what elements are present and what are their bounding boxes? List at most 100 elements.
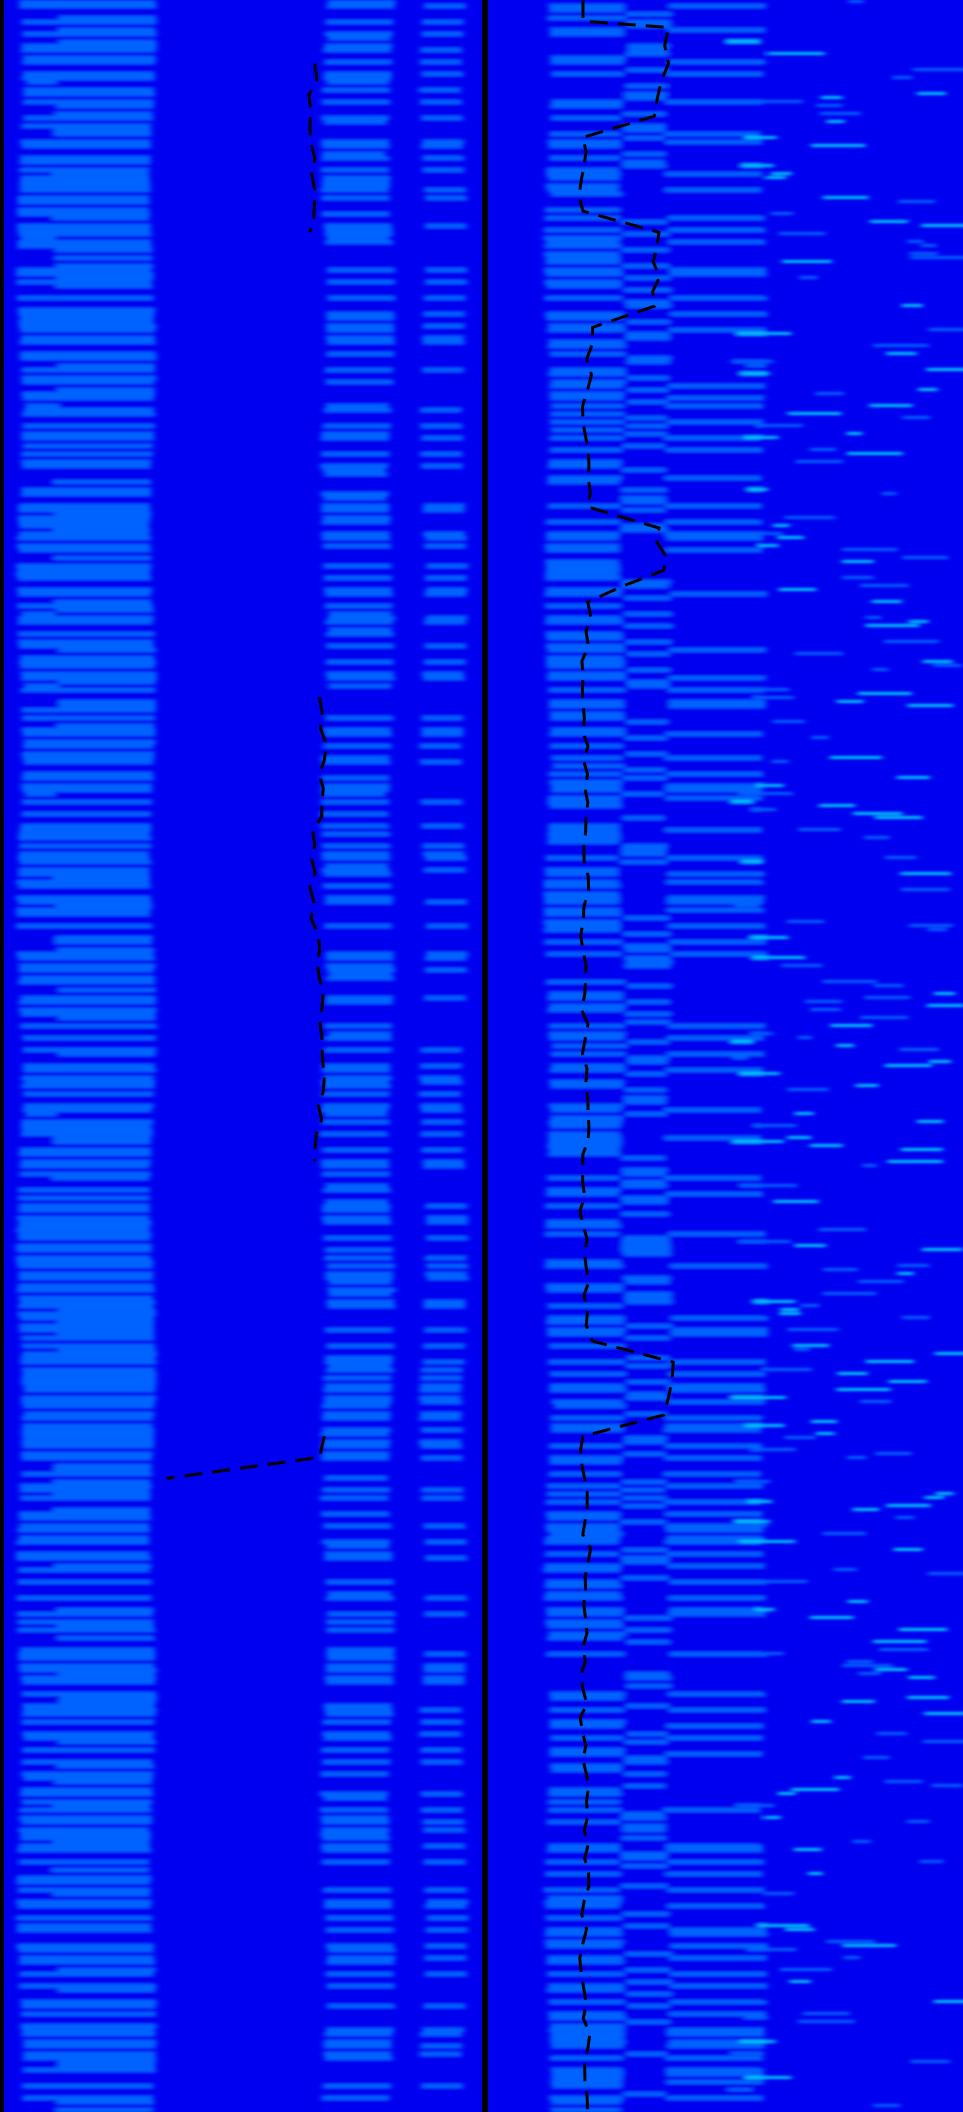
left-heat-cell-2285: [58, 352, 157, 357]
left-heat-cell-4978: [421, 768, 460, 773]
left-heat-cell-3711: [324, 572, 393, 577]
left-heat-cell-3426: [322, 528, 391, 533]
left-heat-cell-843: [319, 128, 388, 133]
left-heat-cell-2571: [56, 396, 154, 401]
left-heat-cell-386: [419, 56, 461, 61]
left-heat-cell-51: [424, 4, 466, 9]
left-heat-cell-1003: [422, 152, 461, 157]
left-heat-cell-2506: [421, 384, 463, 389]
left-heat-cell-4953: [422, 764, 461, 769]
left-heat-cell-3270: [321, 504, 390, 509]
left-heat-cell-585: [322, 88, 391, 93]
left-heat-cell-1484: [53, 228, 151, 233]
left-heat-cell-1572: [425, 240, 468, 245]
left-heat-cell-1921: [56, 296, 154, 301]
left-heat-cell-1695: [326, 260, 395, 265]
left-heat-cell-3613: [423, 556, 466, 561]
left-heat-cell-1669: [326, 256, 395, 261]
left-heat-cell-992: [54, 152, 152, 157]
left-heat-cell-2311: [59, 356, 157, 361]
left-heat-cell-1263: [424, 192, 466, 197]
left-heat-cell-1387: [321, 212, 390, 217]
left-heat-cell-334: [420, 48, 462, 53]
left-heat-cell-25: [423, 0, 466, 5]
left-heat-cell-1662: [55, 256, 153, 261]
left-heat-cell-432: [323, 64, 392, 69]
left-heat-cell-3743: [425, 576, 467, 581]
left-heat-cell-4664: [325, 720, 394, 725]
left-heat-cell-2441: [59, 376, 157, 381]
left-heat-cell-4889: [56, 756, 155, 761]
left-heat-cell-3962: [54, 612, 153, 617]
left-heat-cell-1075: [321, 164, 390, 169]
left-heat-cell-940: [53, 144, 151, 149]
left-heat-cell-3276: [423, 504, 465, 509]
left-heat-cell-3478: [322, 536, 390, 541]
left-heat-cell-2906: [56, 448, 154, 453]
left-heat-cell-1825: [327, 280, 396, 285]
left-heat-cell-4257: [425, 656, 467, 661]
left-heat-cell-875: [420, 132, 463, 137]
left-heat-cell-219: [59, 32, 157, 37]
left-heat-cell-3302: [422, 508, 465, 513]
left-heat-cell-4101: [423, 632, 466, 637]
left-heat-cell-2129: [58, 328, 156, 333]
left-heat-cell-4682: [56, 724, 155, 729]
left-heat-cell-2711: [420, 416, 462, 421]
left-heat-cell-3993: [327, 616, 396, 621]
left-heat-cell-1805: [424, 276, 467, 281]
left-heat-cell-1133: [422, 172, 465, 177]
left-heat-cell-328: [322, 48, 391, 53]
left-heat-cell-4527: [58, 700, 156, 705]
left-heat-cell-4449: [58, 688, 156, 693]
left-heat-cell-1016: [53, 156, 151, 161]
left-heat-cell-4657: [58, 720, 156, 725]
left-heat-cell-3626: [53, 560, 151, 565]
left-heat-cell-3250: [423, 500, 466, 505]
left-heat-cell-3452: [321, 532, 390, 537]
left-heat-cell-3968: [329, 612, 392, 617]
left-heat-cell-1675: [427, 256, 469, 261]
left-heat-cell-1960: [423, 300, 466, 305]
left-heat-cell-1877: [325, 288, 394, 293]
left-heat-cell-2162: [326, 332, 395, 337]
left-heat-cell-2220: [422, 340, 465, 345]
left-heat-cell-3341: [53, 516, 151, 521]
left-heat-cell-2622: [59, 404, 157, 409]
left-heat-cell-1237: [424, 188, 466, 193]
left-heat-cell-1747: [327, 268, 396, 273]
left-heat-cell-1276: [51, 196, 149, 201]
left-heat-cell-12: [58, 0, 156, 5]
left-heat-cell-1231: [320, 188, 389, 193]
left-heat-cell-3091: [321, 476, 390, 481]
left-heat-cell-4850: [422, 748, 461, 753]
left-heat-cell-269: [59, 40, 157, 45]
left-heat-cell-2500: [324, 384, 393, 389]
left-heat-cell-490: [421, 72, 464, 77]
left-heat-cell-4605: [57, 712, 155, 717]
left-heat-cell-115: [59, 16, 157, 21]
left-heat-cell-245: [57, 36, 155, 41]
left-heat-cell-2090: [425, 320, 467, 325]
left-heat-cell-2893: [419, 444, 461, 449]
left-heat-cell-2646: [56, 408, 154, 413]
left-heat-cell-4501: [57, 696, 155, 701]
left-heat-cell-4218: [57, 652, 155, 657]
left-heat-cell-2272: [423, 348, 466, 353]
left-heat-cell-2604: [322, 400, 391, 405]
left-heat-cell-4902: [418, 756, 461, 761]
left-heat-cell-3704: [53, 572, 151, 577]
left-heat-cell-3484: [425, 536, 467, 541]
left-heat-cell-2214: [327, 340, 395, 345]
left-heat-cell-2233: [59, 344, 157, 349]
left-heat-cell-2997: [421, 460, 464, 465]
left-heat-cell-734: [55, 112, 153, 117]
left-heat-cell-578: [56, 88, 154, 93]
left-heat-cell-4064: [56, 628, 155, 633]
left-heat-cell-1954: [325, 300, 394, 305]
left-heat-cell-2448: [323, 376, 392, 381]
left-heat-cell-3659: [323, 564, 392, 569]
left-heat-cell-1559: [53, 240, 151, 245]
left-heat-cell-1380: [53, 212, 151, 217]
left-heat-cell-4786: [58, 740, 156, 745]
